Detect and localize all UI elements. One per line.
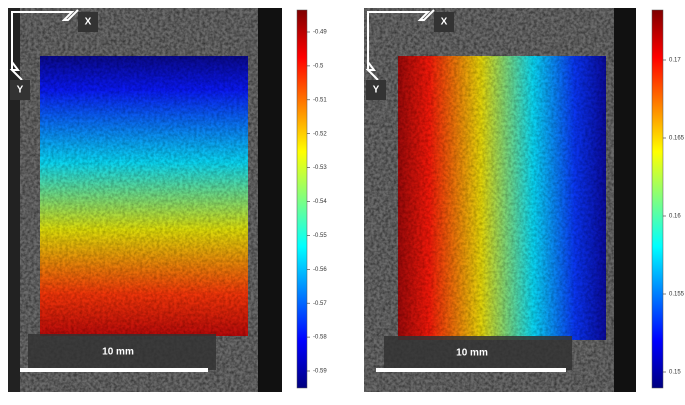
- axis-box: [366, 80, 386, 100]
- x-label: X: [85, 17, 92, 28]
- speckle: [398, 56, 606, 340]
- colorbar-tick-label: -0.54: [313, 199, 327, 205]
- panel-right: 10 mm X Y 0.17 0.165 0.16 0.155 0.15: [364, 8, 685, 392]
- y-label: Y: [373, 85, 380, 96]
- x-label: X: [441, 17, 448, 28]
- scale-bar: [376, 368, 566, 372]
- axis-box: [78, 12, 98, 32]
- axis-icon: [9, 61, 23, 81]
- colorbar-tick-label: -0.55: [313, 233, 327, 239]
- scale-box: [28, 334, 216, 370]
- colorbar-tick-label: -0.58: [313, 335, 327, 341]
- colorbar: [651, 9, 664, 389]
- scale-bar: [20, 368, 208, 372]
- axis-icon: [367, 9, 435, 70]
- axis-box: [434, 12, 454, 32]
- colorbar-ticks: 0.17 0.165 0.16 0.155 0.15: [663, 58, 685, 376]
- y-label: Y: [17, 85, 24, 96]
- edge: [258, 8, 282, 392]
- colorbar-tick-label: -0.52: [313, 131, 327, 137]
- colorbar-tick-label: -0.53: [313, 165, 327, 171]
- axis-box: [10, 80, 30, 100]
- scale-box: [384, 336, 572, 370]
- colorbar-tick-label: -0.57: [313, 301, 327, 307]
- colorbar-tick-label: -0.59: [313, 369, 327, 375]
- colorbar-tick-label: 0.15: [669, 370, 681, 376]
- colorbar: [296, 9, 308, 389]
- colorbar-tick-label: -0.56: [313, 267, 327, 273]
- colorbar-tick-label: -0.49: [313, 30, 327, 36]
- axis-icon: [11, 9, 79, 70]
- colorbar-tick-label: -0.5: [313, 63, 324, 69]
- scale-label: 10 mm: [456, 348, 488, 359]
- colorbar-tick-label: -0.51: [313, 97, 327, 103]
- speckle: [40, 56, 248, 336]
- axis-icon: [365, 61, 379, 81]
- edge: [614, 8, 636, 392]
- colorbar-tick-label: 0.16: [669, 214, 681, 220]
- edge: [8, 8, 20, 392]
- colorbar-tick-label: 0.155: [669, 292, 685, 298]
- panel-left: 10 mm X Y -0.49-0.5-0.51-0.52-0.53-0.54-…: [8, 8, 327, 392]
- scale-label: 10 mm: [102, 347, 134, 358]
- colorbar-tick-label: 0.165: [669, 136, 685, 142]
- colorbar-tick-label: 0.17: [669, 58, 681, 64]
- colorbar-ticks: -0.49 -0.5 -0.51 -0.52 -0.53 -0.54 -0.55 -0.56 -…: [307, 30, 327, 375]
